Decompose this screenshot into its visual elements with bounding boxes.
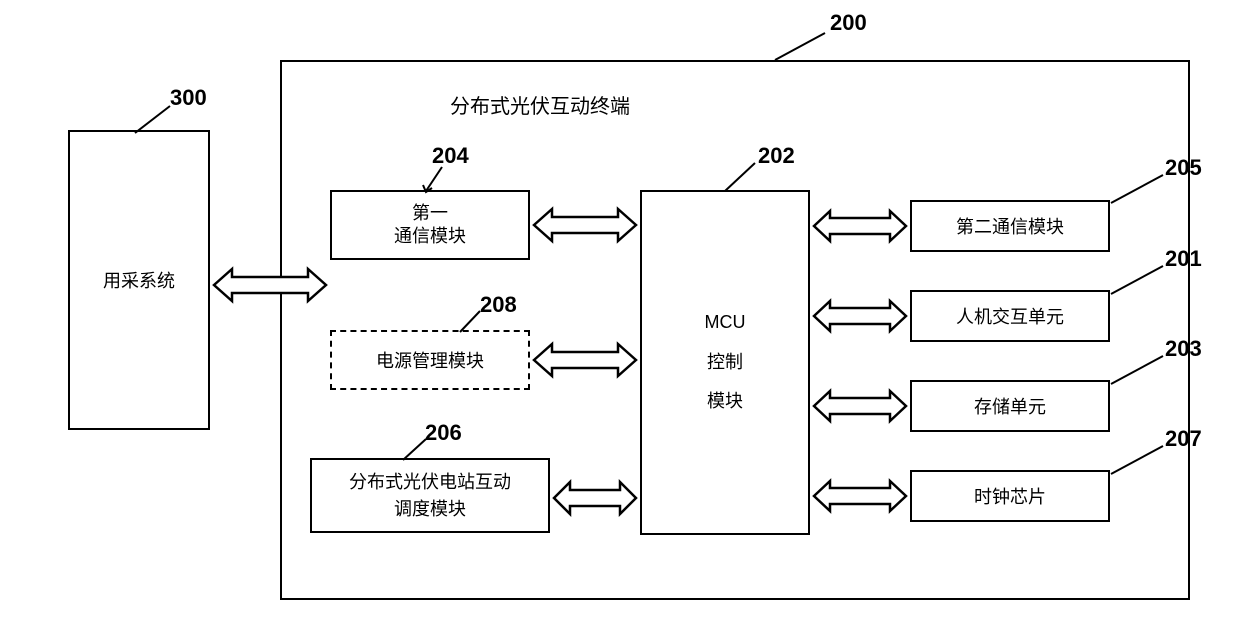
- label-201: 201: [1165, 246, 1202, 272]
- arrow-202-207: [810, 477, 910, 515]
- box-202-line1: MCU: [705, 303, 746, 343]
- box-204: 第一 通信模块: [330, 190, 530, 260]
- container-title: 分布式光伏互动终端: [450, 90, 630, 119]
- label-204: 204: [432, 143, 469, 169]
- label-200: 200: [830, 10, 867, 36]
- box-206-line2: 调度模块: [394, 496, 466, 523]
- label-208: 208: [480, 292, 517, 318]
- box-204-line1: 第一: [412, 202, 448, 225]
- box-204-line2: 通信模块: [394, 225, 466, 248]
- box-201-label: 人机交互单元: [956, 303, 1064, 329]
- box-300: 用采系统: [68, 130, 210, 430]
- box-207: 时钟芯片: [910, 470, 1110, 522]
- box-202-line3: 模块: [707, 382, 743, 422]
- diagram-canvas: 分布式光伏互动终端 用采系统 第一 通信模块 电源管理模块 分布式光伏电站互动 …: [0, 0, 1240, 639]
- arrow-204-202: [530, 205, 640, 245]
- box-203: 存储单元: [910, 380, 1110, 432]
- box-205-label: 第二通信模块: [956, 213, 1064, 239]
- box-202: MCU 控制 模块: [640, 190, 810, 535]
- arrow-300-204: [210, 265, 330, 305]
- arrow-202-203: [810, 387, 910, 425]
- arrow-202-201: [810, 297, 910, 335]
- box-207-label: 时钟芯片: [974, 483, 1046, 509]
- label-205: 205: [1165, 155, 1202, 181]
- arrow-206-202: [550, 478, 640, 518]
- label-202: 202: [758, 143, 795, 169]
- label-203: 203: [1165, 336, 1202, 362]
- box-206-line1: 分布式光伏电站互动: [349, 469, 511, 496]
- box-201: 人机交互单元: [910, 290, 1110, 342]
- arrow-202-205: [810, 207, 910, 245]
- box-300-label: 用采系统: [103, 267, 175, 293]
- leader-200: [770, 25, 830, 65]
- box-205: 第二通信模块: [910, 200, 1110, 252]
- label-207: 207: [1165, 426, 1202, 452]
- label-206: 206: [425, 420, 462, 446]
- box-203-label: 存储单元: [974, 393, 1046, 419]
- box-206: 分布式光伏电站互动 调度模块: [310, 458, 550, 533]
- arrow-208-202: [530, 340, 640, 380]
- box-202-line2: 控制: [707, 343, 743, 383]
- box-208: 电源管理模块: [330, 330, 530, 390]
- label-300: 300: [170, 85, 207, 111]
- box-208-label: 电源管理模块: [376, 347, 484, 373]
